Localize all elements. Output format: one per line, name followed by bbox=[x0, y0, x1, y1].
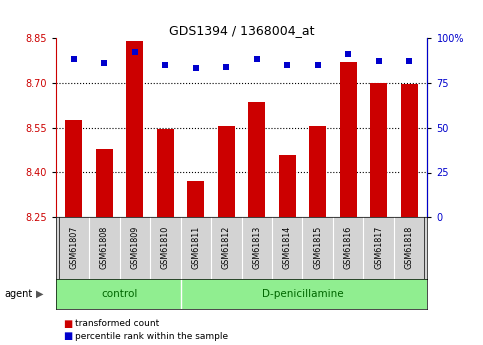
Text: D-penicillamine: D-penicillamine bbox=[262, 289, 343, 299]
Bar bbox=[370, 83, 387, 217]
Text: GSM61808: GSM61808 bbox=[100, 226, 109, 269]
Point bbox=[100, 60, 108, 66]
Bar bbox=[401, 84, 417, 217]
Text: GSM61813: GSM61813 bbox=[252, 226, 261, 269]
Point bbox=[405, 59, 413, 64]
Bar bbox=[279, 155, 296, 217]
Bar bbox=[187, 181, 204, 217]
Text: GSM61810: GSM61810 bbox=[161, 226, 170, 269]
Text: GSM61812: GSM61812 bbox=[222, 226, 231, 269]
Text: GSM61815: GSM61815 bbox=[313, 226, 322, 269]
Title: GDS1394 / 1368004_at: GDS1394 / 1368004_at bbox=[169, 24, 314, 37]
Point bbox=[344, 51, 352, 57]
Text: control: control bbox=[101, 289, 138, 299]
Point bbox=[222, 64, 230, 69]
Text: transformed count: transformed count bbox=[75, 319, 159, 328]
Bar bbox=[66, 120, 82, 217]
Text: GSM61811: GSM61811 bbox=[191, 226, 200, 269]
Point bbox=[192, 66, 199, 71]
Point bbox=[161, 62, 169, 68]
Text: ■: ■ bbox=[63, 332, 72, 341]
Point bbox=[314, 62, 322, 68]
Bar bbox=[127, 41, 143, 217]
Point bbox=[70, 57, 78, 62]
Bar bbox=[248, 102, 265, 217]
Text: GSM61816: GSM61816 bbox=[344, 226, 353, 269]
Text: GSM61814: GSM61814 bbox=[283, 226, 292, 269]
Text: ■: ■ bbox=[63, 319, 72, 328]
Text: GSM61807: GSM61807 bbox=[70, 226, 78, 269]
Point bbox=[375, 59, 383, 64]
Bar bbox=[340, 62, 356, 217]
Text: ▶: ▶ bbox=[36, 289, 44, 299]
Bar bbox=[96, 149, 113, 217]
Text: percentile rank within the sample: percentile rank within the sample bbox=[75, 332, 228, 341]
Text: GSM61818: GSM61818 bbox=[405, 226, 413, 269]
Bar bbox=[218, 126, 235, 217]
Point bbox=[284, 62, 291, 68]
Point bbox=[253, 57, 261, 62]
Text: GSM61817: GSM61817 bbox=[374, 226, 383, 269]
Point bbox=[131, 50, 139, 55]
Bar bbox=[157, 129, 174, 217]
Text: agent: agent bbox=[5, 289, 33, 299]
Text: GSM61809: GSM61809 bbox=[130, 226, 139, 269]
Bar bbox=[309, 126, 326, 217]
